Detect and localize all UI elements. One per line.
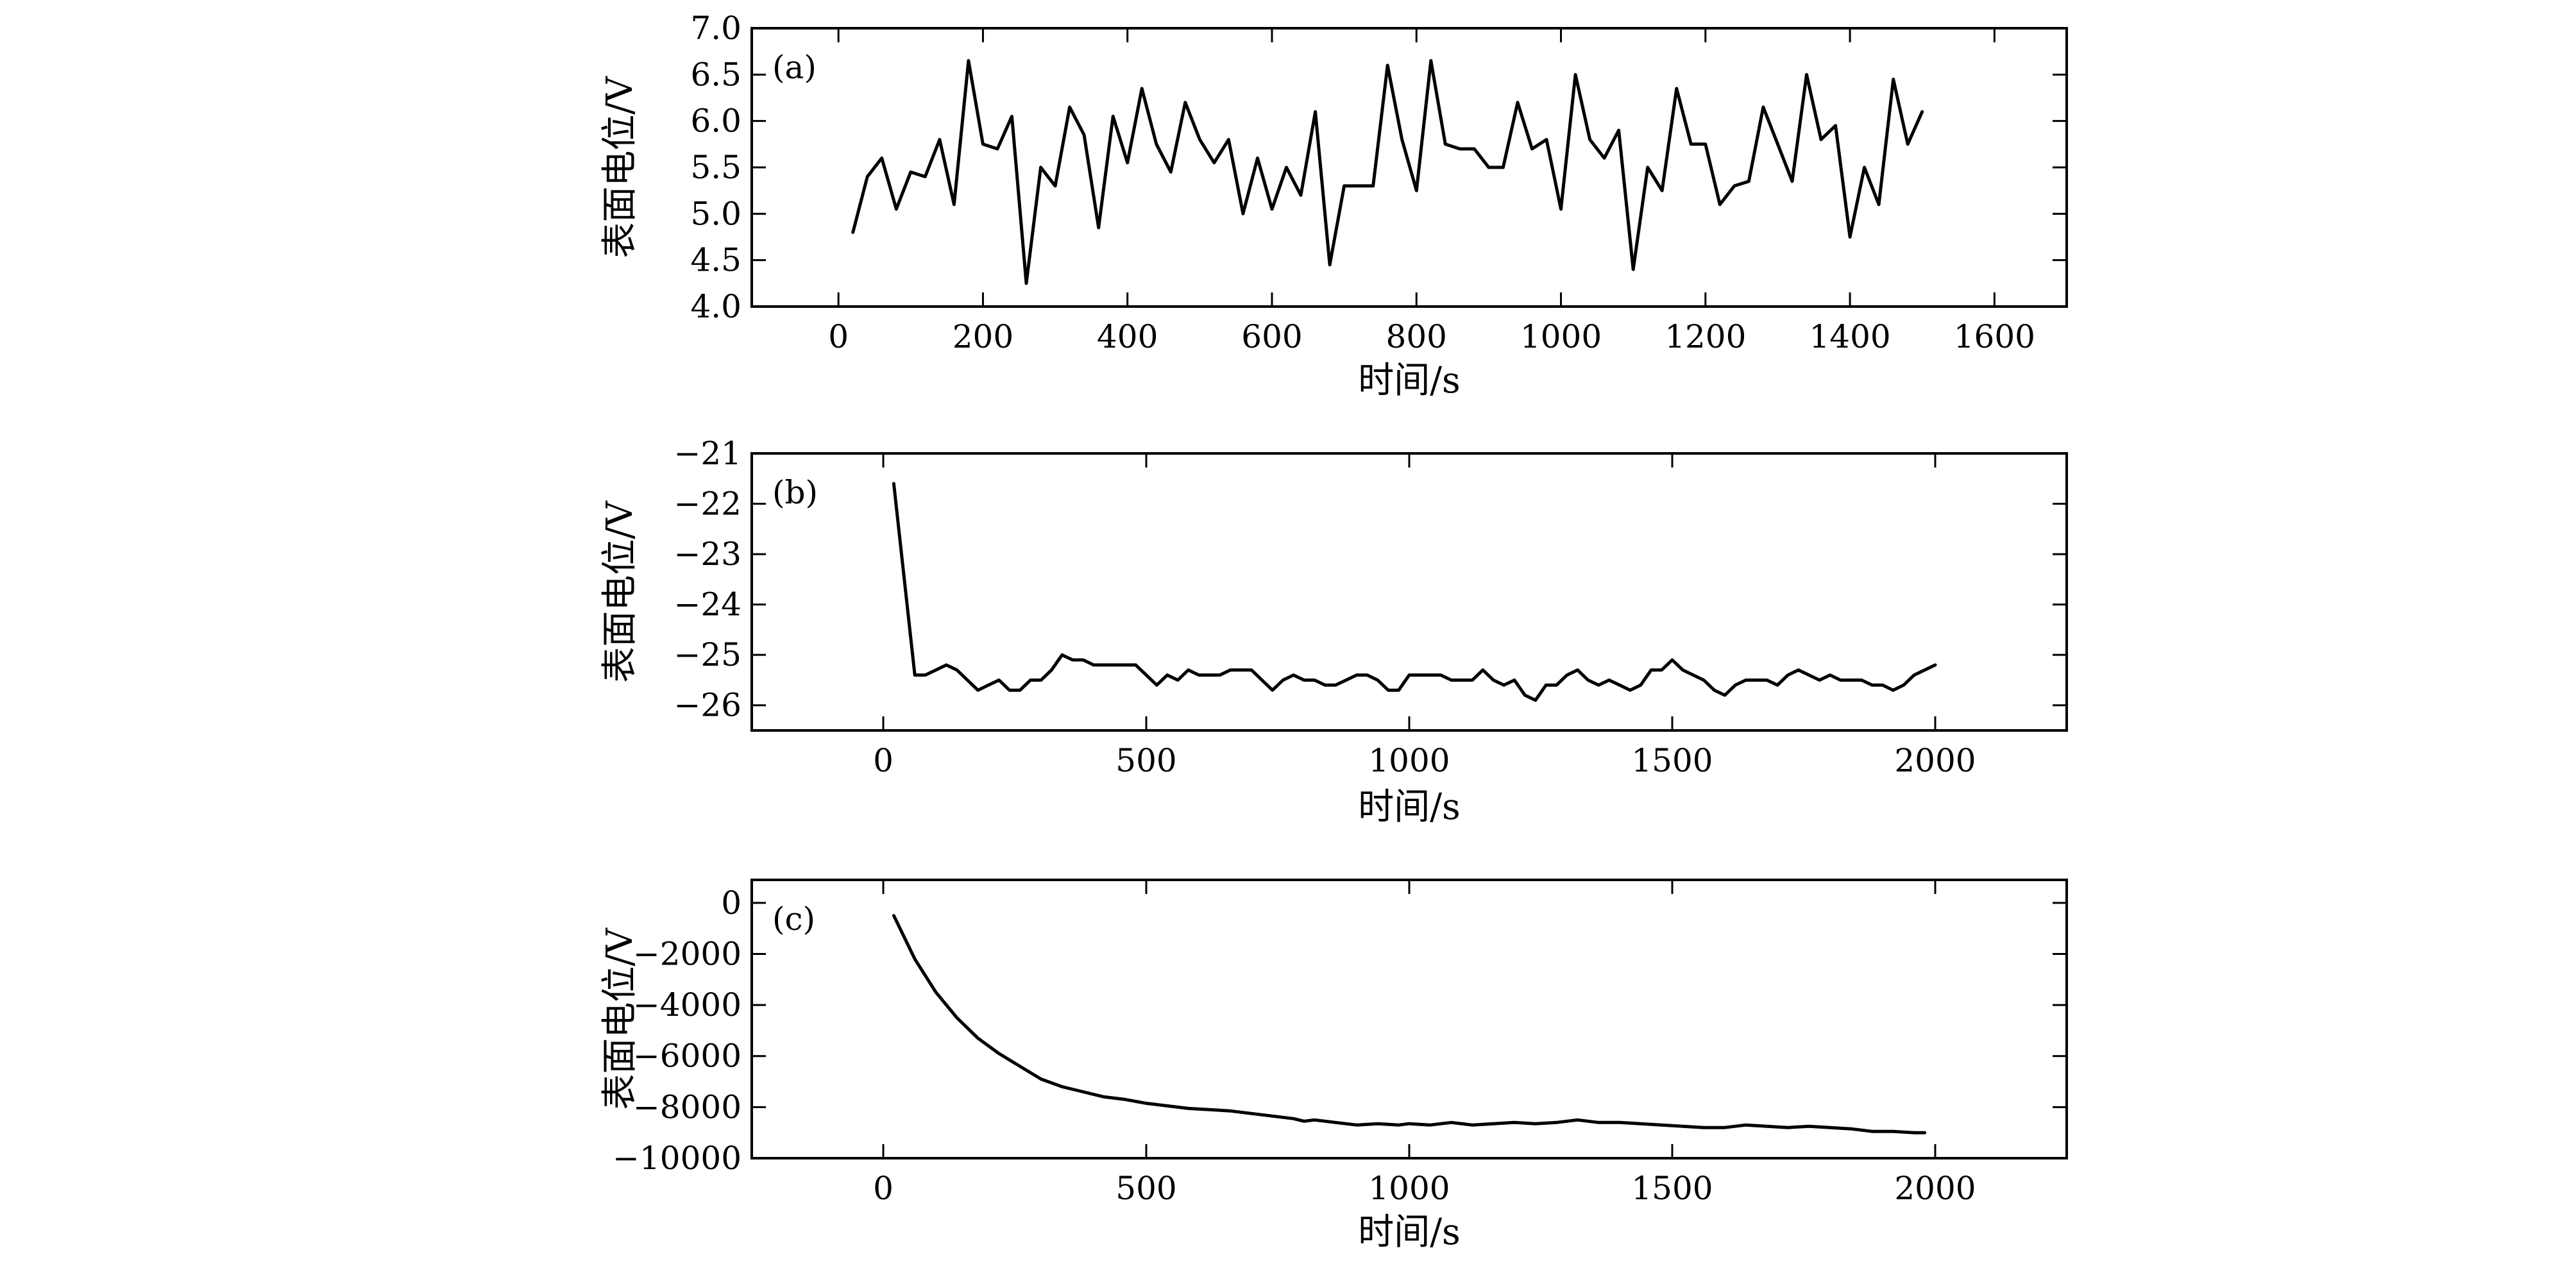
x-tick-label: 0: [873, 1170, 894, 1207]
panel-label: (b): [772, 474, 818, 511]
series-line-1: [892, 482, 1937, 702]
chart-panel-2: 0 500 1000 1500 2000 −26 −25 −24 −23 −22 −21 (b) 时间/…: [599, 435, 2068, 828]
x-tick-label: 0: [873, 742, 894, 779]
x-tick-label: 500: [1115, 742, 1176, 779]
y-tick-label: −10000: [613, 1140, 741, 1177]
x-tick-label: 1400: [1809, 318, 1890, 355]
series-line-1: [892, 914, 1927, 1134]
y-axis-title: 表面电位/V: [599, 76, 641, 258]
y-axis-title: 表面电位/V: [599, 500, 641, 683]
y-tick-label: −23: [674, 535, 741, 573]
y-tick-label: −21: [674, 435, 741, 472]
chart-panel-3: 0 500 1000 1500 2000 −10000 −8000 −6000 −4000 −20…: [599, 879, 2068, 1253]
x-axis-title: 时间/s: [1358, 1211, 1461, 1253]
y-tick-label: −8000: [633, 1088, 741, 1125]
y-tick-label: 5.5: [690, 149, 741, 186]
y-tick-label: 6.0: [690, 103, 741, 140]
x-tick-label: 2000: [1894, 742, 1976, 779]
x-tick-label: 800: [1386, 318, 1447, 355]
y-tick-label: −22: [674, 485, 741, 523]
x-tick-label: 1000: [1368, 742, 1450, 779]
y-tick-label: −4000: [633, 986, 741, 1024]
x-tick-label: 600: [1241, 318, 1302, 355]
panel-label: (a): [772, 49, 817, 86]
y-tick-label: 0: [721, 884, 741, 922]
x-tick-label: 1000: [1520, 318, 1602, 355]
plot-frame: [750, 452, 2068, 732]
plot-frame: [750, 879, 2068, 1159]
y-tick-label: −6000: [633, 1038, 741, 1075]
y-tick-label: −25: [674, 636, 741, 673]
chart-panel-1: 0 200 400 600 800 1000 1200 1400 1600 4.0 4.5 5.0 5.…: [599, 10, 2068, 401]
x-tick-label: 1500: [1631, 742, 1713, 779]
x-tick-label: 1200: [1665, 318, 1746, 355]
y-tick-label: −24: [674, 586, 741, 623]
x-tick-label: 400: [1097, 318, 1158, 355]
panel-label: (c): [772, 900, 815, 938]
series-line-1: [851, 59, 1924, 285]
x-axis-title: 时间/s: [1358, 786, 1461, 828]
x-tick-label: 2000: [1894, 1170, 1976, 1207]
y-tick-label: −26: [674, 687, 741, 724]
y-tick-label: 4.0: [690, 288, 741, 325]
y-tick-label: 7.0: [690, 10, 741, 47]
y-axis-title: 表面电位/V: [599, 927, 641, 1110]
x-tick-label: 1500: [1631, 1170, 1713, 1207]
y-tick-label: 6.5: [690, 56, 741, 93]
x-axis-title: 时间/s: [1358, 360, 1461, 401]
x-tick-label: 1000: [1368, 1170, 1450, 1207]
x-tick-label: 200: [953, 318, 1013, 355]
y-tick-label: 5.0: [690, 195, 741, 232]
y-tick-label: 4.5: [690, 242, 741, 279]
x-tick-label: 1600: [1954, 318, 2035, 355]
x-tick-label: 0: [828, 318, 849, 355]
x-tick-label: 500: [1115, 1170, 1176, 1207]
y-tick-label: −2000: [633, 935, 741, 972]
